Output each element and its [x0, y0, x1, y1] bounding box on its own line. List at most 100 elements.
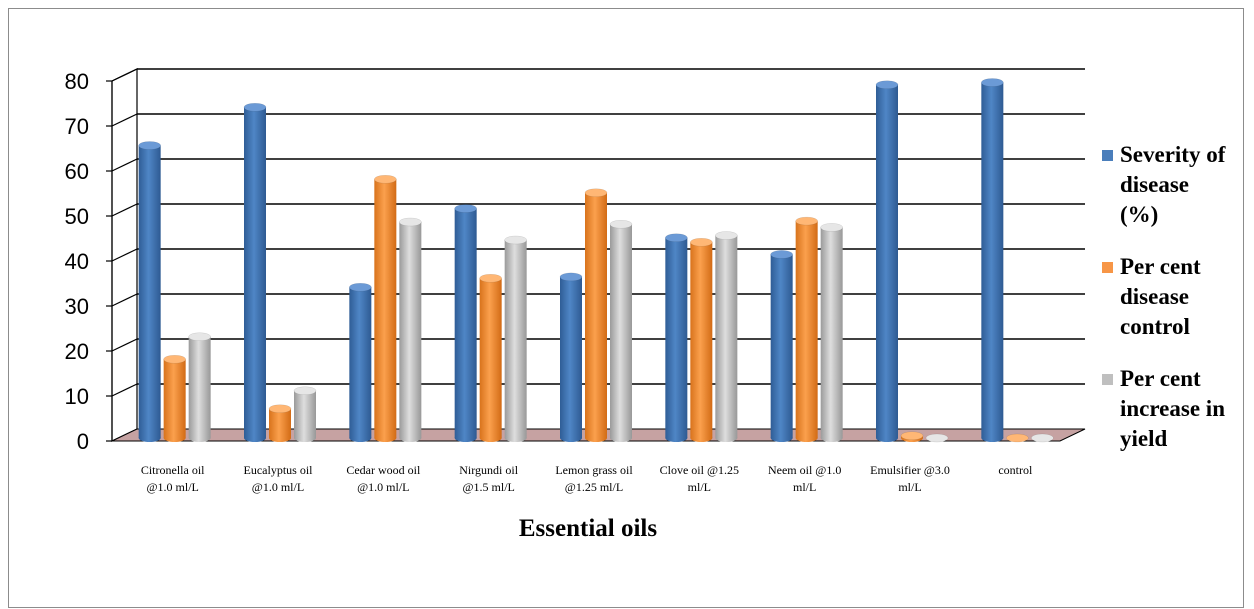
x-tick-label: @1.5 ml/L: [462, 480, 514, 494]
bar-severity: [770, 250, 793, 442]
x-axis-title: Essential oils: [518, 515, 658, 542]
bar-base: [349, 434, 372, 442]
bar-base: [269, 434, 291, 442]
y-tick-label: 60: [65, 159, 89, 184]
legend-label-line: Severity of: [1120, 142, 1226, 167]
bar-severity: [981, 78, 1004, 442]
bar-body: [399, 222, 422, 438]
legend-label-line: Per cent: [1120, 366, 1201, 391]
bar-base: [795, 434, 818, 442]
legend-label-line: yield: [1120, 426, 1168, 451]
y-tick-label: 70: [65, 114, 89, 139]
legend-label-line: Per cent: [1120, 254, 1201, 279]
bar-severity: [243, 103, 267, 442]
legend-label-line: control: [1120, 314, 1190, 339]
bar-base: [244, 434, 266, 442]
x-tick-label: Cedar wood oil: [346, 463, 421, 477]
legend-label-line: disease: [1120, 284, 1189, 309]
x-tick-label: @1.0 ml/L: [146, 480, 198, 494]
bar-body: [690, 242, 713, 438]
x-tick-label: Nirgundi oil: [459, 463, 518, 477]
x-tick-label: ml/L: [688, 480, 711, 494]
bar-body: [163, 359, 186, 438]
legend-label-line: (%): [1120, 202, 1159, 227]
bar-body: [479, 278, 502, 438]
bar-top: [690, 238, 713, 247]
bar-body: [349, 287, 372, 438]
legend-item: Per cent disease control: [1102, 252, 1252, 342]
gridline-diagonal: [111, 383, 138, 397]
x-tick-label: ml/L: [793, 480, 816, 494]
bar-top: [665, 233, 688, 242]
bar-severity: [875, 80, 899, 442]
bar-top: [188, 332, 211, 341]
bar-yield-increase: [820, 223, 843, 442]
legend-swatch: [1102, 150, 1113, 161]
bar-top: [981, 78, 1004, 87]
bar-disease-control: [1006, 433, 1029, 443]
bar-base: [374, 434, 397, 442]
y-tick-label: 0: [77, 429, 89, 454]
bar-top: [374, 175, 397, 184]
bar-yield-increase: [609, 220, 633, 442]
bar-severity: [138, 141, 161, 442]
bar-top: [243, 103, 267, 112]
x-tick-label: Emulsifier @3.0: [870, 463, 950, 477]
bar-yield-increase: [504, 235, 527, 442]
bar-body: [876, 84, 898, 438]
bar-body: [820, 227, 843, 438]
bar-top: [1031, 433, 1054, 443]
bar-body: [294, 390, 316, 438]
bar-base: [820, 434, 843, 442]
bar-base: [770, 434, 793, 442]
bar-base: [690, 434, 713, 442]
bar-body: [269, 408, 291, 438]
y-tick-label: 30: [65, 294, 89, 319]
bar-yield-increase: [1031, 433, 1054, 443]
bar-severity: [454, 204, 477, 442]
gridline-diagonal: [111, 338, 138, 352]
x-tick-label: Eucalyptus oil: [244, 463, 314, 477]
bar-body: [504, 240, 527, 438]
bar-base: [665, 434, 688, 442]
bar-body: [374, 179, 397, 438]
bar-top: [609, 220, 633, 229]
bar-top: [399, 217, 422, 227]
x-tick-label: Citronella oil: [141, 463, 205, 477]
legend-label-line: increase in: [1120, 396, 1225, 421]
bar-base: [610, 434, 632, 442]
bar-top: [454, 204, 477, 213]
legend-swatch: [1102, 374, 1113, 385]
y-tick-label: 20: [65, 339, 89, 364]
bar-top: [584, 188, 608, 197]
bar-yield-increase: [188, 332, 211, 442]
bar-disease-control: [268, 404, 292, 442]
gridline-diagonal: [111, 158, 138, 172]
bar-severity: [665, 233, 688, 442]
bar-base: [981, 434, 1004, 442]
bar-base: [294, 434, 316, 442]
legend-item: Severity of disease (%): [1102, 140, 1252, 230]
y-tick-label: 40: [65, 249, 89, 274]
bar-body: [715, 235, 738, 438]
bar-top: [268, 404, 292, 413]
bar-body: [981, 82, 1004, 438]
bar-top: [875, 80, 899, 89]
bar-body: [560, 276, 582, 438]
x-tick-label: @1.0 ml/L: [252, 480, 304, 494]
bar-base: [585, 434, 607, 442]
bar-severity: [559, 272, 583, 442]
bar-body: [244, 107, 266, 438]
bar-body: [454, 208, 477, 438]
bar-top: [1006, 433, 1029, 443]
bar-body: [665, 237, 688, 438]
bar-top: [504, 235, 527, 245]
bar-disease-control: [163, 355, 186, 442]
bar-base: [479, 434, 502, 442]
bar-top: [163, 355, 186, 364]
gridline-diagonal: [111, 293, 138, 307]
bar-body: [188, 336, 211, 438]
bar-top: [479, 274, 502, 283]
bar-body: [585, 192, 607, 438]
bar-base: [876, 434, 898, 442]
